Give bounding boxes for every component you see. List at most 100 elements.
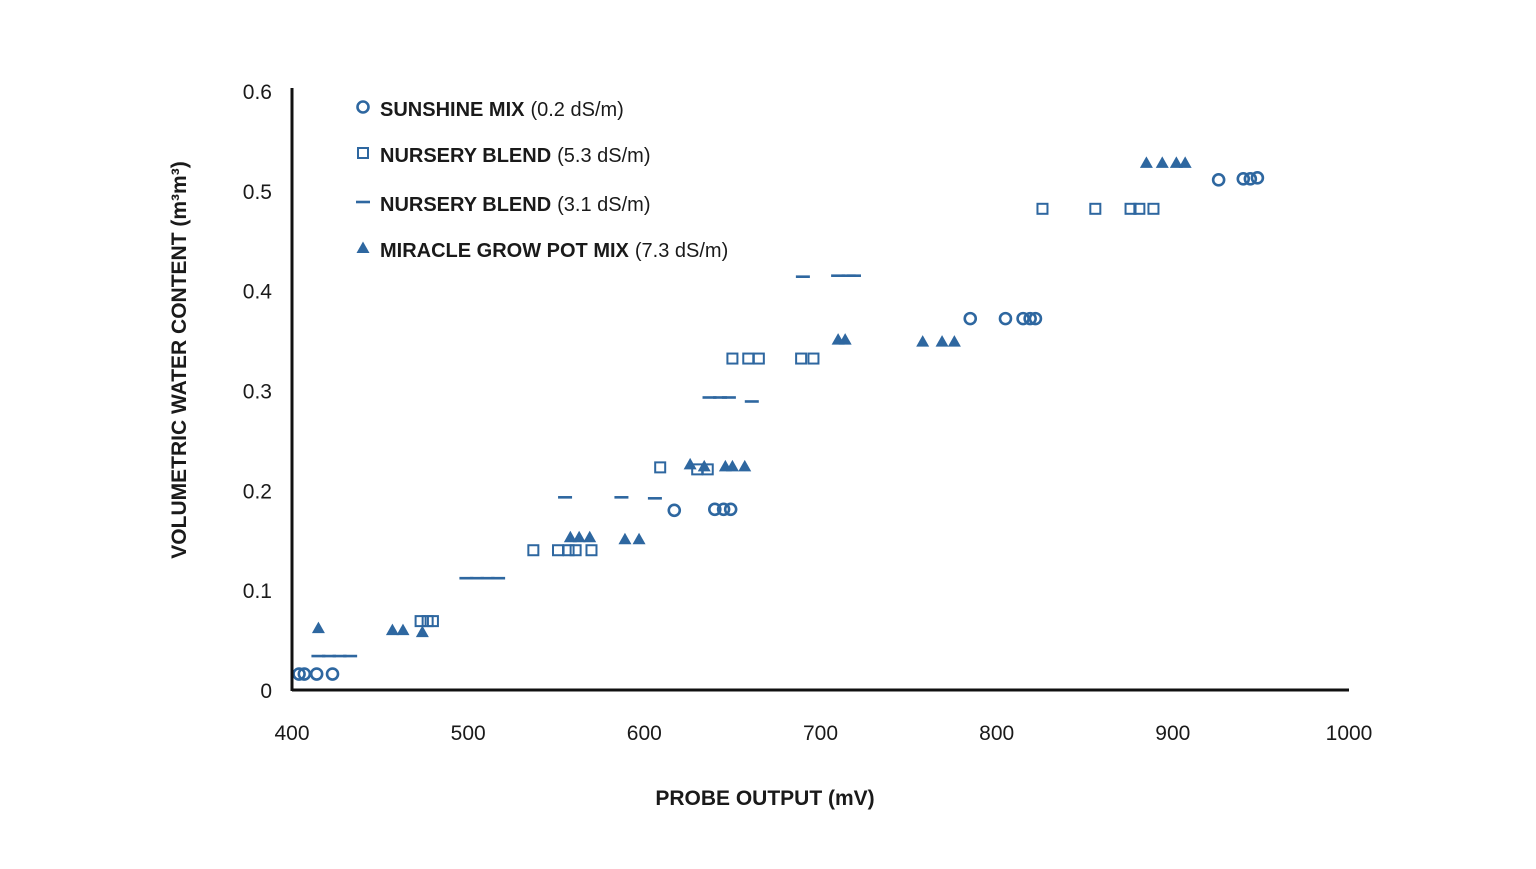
legend-marker-2 (356, 200, 370, 204)
data-point-s3-8 (632, 532, 646, 545)
data-point-s0-4 (667, 503, 682, 518)
data-point-s3-0 (311, 621, 325, 634)
data-point-s2-2 (332, 654, 347, 658)
data-point-s3-13 (738, 459, 752, 472)
x-tick-labels: 400 500 600 700 800 900 1000 (274, 722, 1372, 745)
data-point-s3-7 (618, 532, 632, 545)
data-point-s1-8 (654, 461, 667, 474)
data-point-s0-16 (1250, 171, 1265, 185)
x-tick-label: 400 (274, 722, 309, 745)
data-point-s0-12 (1028, 311, 1043, 326)
data-point-s3-16 (916, 335, 930, 347)
x-axis-title: PROBE OUTPUT (mV) (655, 787, 874, 810)
data-point-s2-0 (311, 654, 326, 658)
data-point-s0-3 (325, 667, 340, 681)
data-point-s1-16 (1036, 202, 1049, 215)
x-tick-label: 800 (979, 722, 1014, 745)
data-point-s1-18 (1124, 202, 1137, 215)
data-point-s3-19 (1139, 156, 1153, 168)
y-tick-label: 0.4 (243, 281, 273, 304)
data-point-s0-9 (998, 311, 1013, 326)
data-point-s1-15 (807, 352, 820, 365)
legend-series-name: NURSERY BLEND (380, 145, 551, 167)
legend-series-condition: (3.1 dS/m) (557, 194, 650, 216)
data-point-s3-4 (563, 530, 577, 543)
y-axis-title: VOLUMETRIC WATER CONTENT (m³m³) (168, 161, 191, 558)
x-tick-label: 1000 (1326, 722, 1373, 745)
data-point-s2-5 (469, 576, 484, 580)
data-point-s0-13 (1211, 173, 1226, 187)
data-point-s1-11 (726, 352, 739, 365)
legend-entry-0: SUNSHINE MIX (0.2 dS/m) (380, 99, 624, 121)
data-point-s2-6 (480, 576, 495, 580)
data-point-s0-5 (707, 502, 722, 517)
x-tick-label: 700 (803, 722, 838, 745)
data-point-s0-8 (963, 311, 978, 326)
legend-entry-3: MIRACLE GROW POT MIX (7.3 dS/m) (380, 240, 728, 262)
data-point-s0-14 (1236, 172, 1251, 186)
data-point-s2-14 (744, 400, 759, 403)
legend-entry-2: NURSERY BLEND (3.1 dS/m) (380, 194, 651, 216)
data-point-s3-18 (947, 335, 961, 347)
data-point-s3-9 (683, 457, 697, 470)
data-point-s3-20 (1155, 156, 1169, 168)
data-point-s0-2 (309, 667, 324, 681)
data-point-s3-17 (935, 335, 949, 347)
legend: SUNSHINE MIX (0.2 dS/m) NURSERY BLEND (5.3 … (356, 99, 728, 262)
legend-series-name: SUNSHINE MIX (380, 99, 525, 121)
data-point-s2-10 (647, 497, 662, 500)
y-tick-label: 0.1 (243, 580, 272, 603)
data-point-s0-11 (1023, 311, 1037, 326)
y-tick-label: 0 (260, 680, 272, 703)
data-point-s0-10 (1016, 311, 1030, 326)
data-point-s2-7 (491, 576, 506, 580)
legend-series-name: NURSERY BLEND (380, 194, 551, 216)
data-point-s2-18 (846, 274, 861, 277)
legend-series-condition: (7.3 dS/m) (635, 240, 728, 262)
data-point-s2-8 (558, 496, 573, 499)
legend-marker-1 (357, 147, 369, 159)
data-point-s2-12 (713, 396, 728, 399)
data-point-s2-3 (343, 654, 358, 658)
data-point-s1-5 (562, 544, 575, 557)
data-point-s0-7 (723, 502, 738, 517)
data-point-s2-1 (321, 654, 336, 658)
legend-entry-1: NURSERY BLEND (5.3 dS/m) (380, 145, 651, 167)
data-point-s1-3 (527, 544, 540, 557)
legend-marker-0 (356, 100, 370, 114)
legend-marker-3 (356, 241, 370, 253)
data-point-s3-2 (396, 623, 410, 636)
data-point-s3-15 (838, 333, 852, 345)
data-point-s1-4 (552, 544, 565, 557)
data-point-s0-6 (716, 502, 731, 517)
x-tick-label: 900 (1155, 722, 1190, 745)
data-point-s1-13 (752, 352, 765, 365)
data-point-s1-6 (569, 544, 582, 557)
data-point-s2-11 (702, 396, 717, 399)
data-point-s3-22 (1178, 156, 1192, 168)
data-point-s2-9 (614, 496, 629, 499)
data-point-s3-12 (725, 459, 739, 472)
legend-series-condition: (0.2 dS/m) (530, 99, 623, 121)
data-point-s1-12 (742, 352, 755, 365)
data-point-s2-4 (459, 576, 474, 580)
y-tick-label: 0.6 (243, 81, 272, 104)
data-point-s1-19 (1133, 202, 1146, 215)
data-point-s1-20 (1147, 202, 1160, 215)
y-tick-label: 0.5 (243, 181, 272, 204)
x-tick-label: 500 (451, 722, 486, 745)
data-point-s0-1 (297, 667, 312, 681)
y-tick-labels: 0 0.1 0.2 0.3 0.4 0.5 0.6 (243, 81, 273, 703)
data-point-s3-10 (697, 459, 711, 472)
data-point-s1-17 (1089, 202, 1102, 215)
data-point-s3-5 (572, 530, 586, 543)
data-point-s2-13 (721, 396, 736, 399)
data-point-s1-7 (585, 544, 598, 557)
data-point-s3-3 (415, 625, 429, 638)
data-point-s3-1 (385, 623, 399, 636)
data-point-s1-14 (795, 352, 808, 365)
data-point-s1-2 (426, 615, 439, 628)
data-point-s3-6 (583, 530, 597, 543)
